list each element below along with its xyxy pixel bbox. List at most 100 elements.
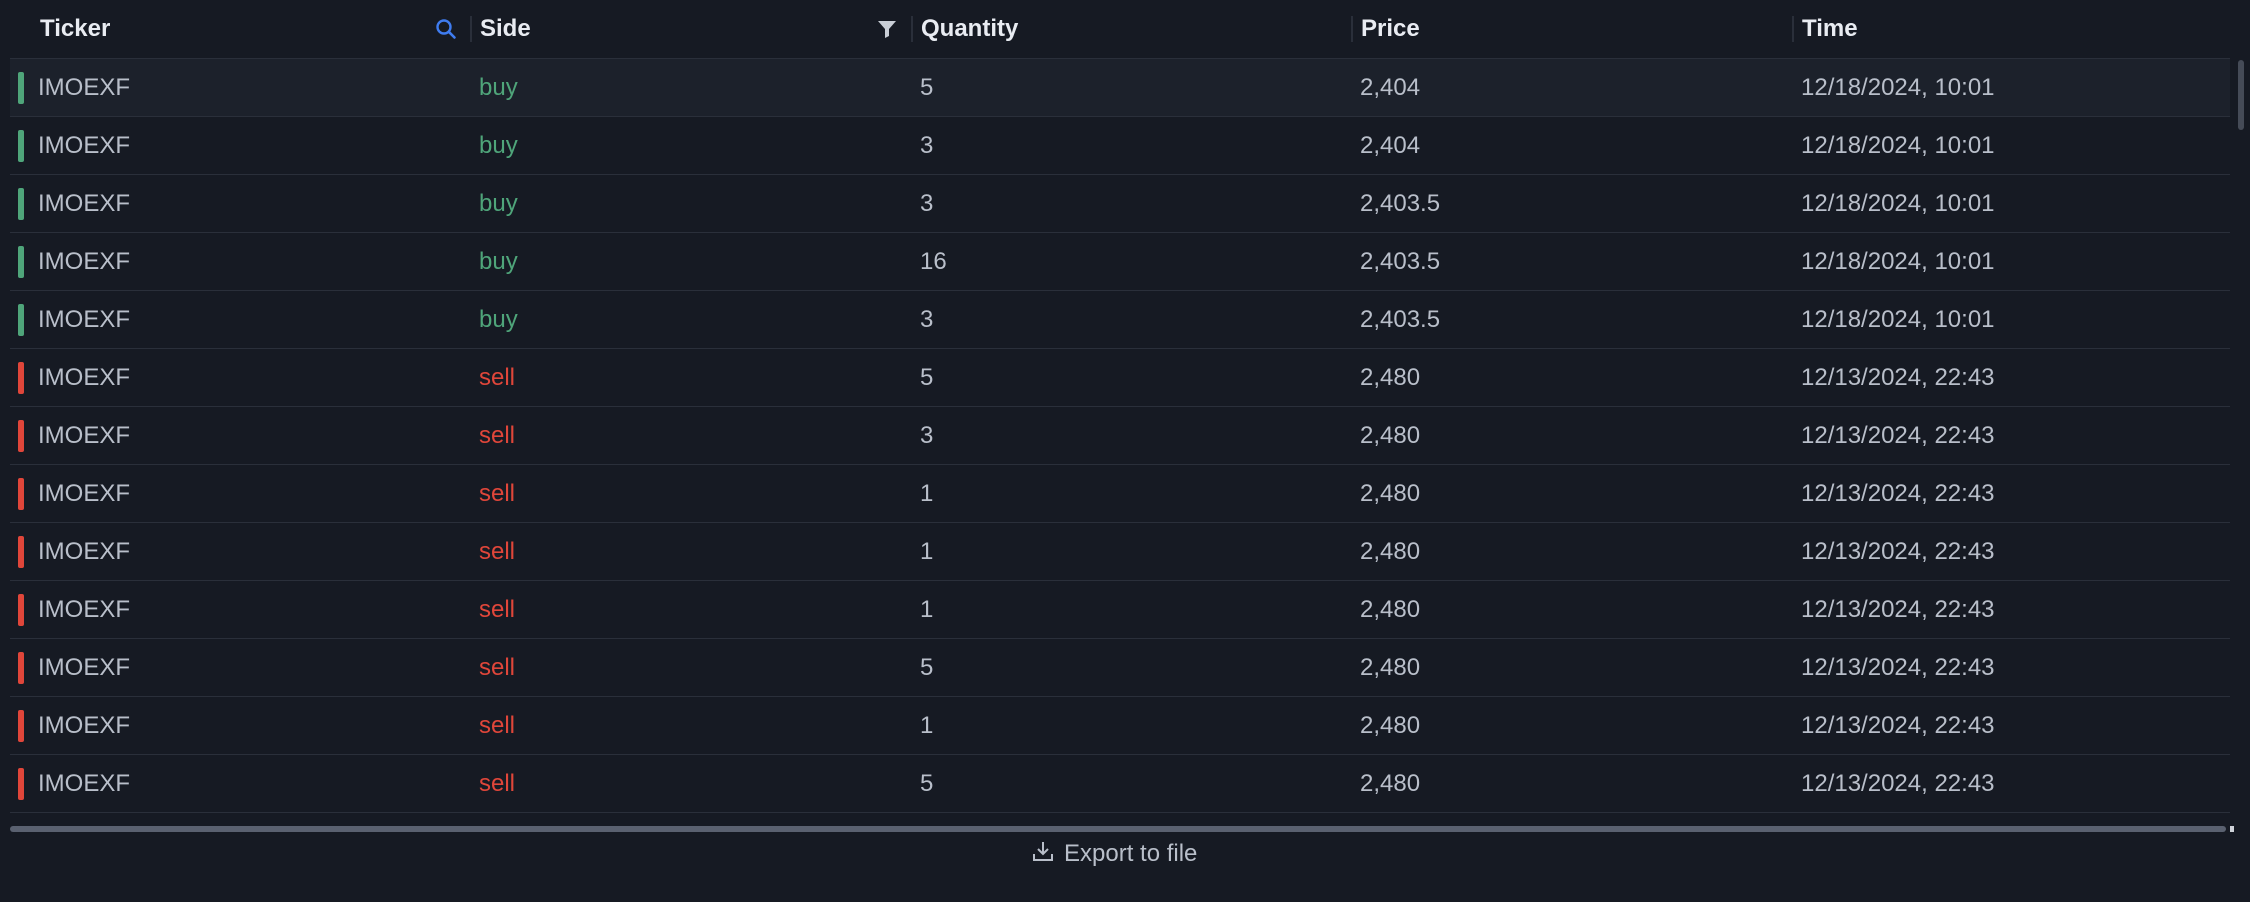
cell-side: buy <box>479 131 518 159</box>
cell-price: 2,403.5 <box>1360 247 1441 275</box>
side-indicator-bar <box>18 420 24 452</box>
cell-ticker: IMOEXF <box>38 711 131 739</box>
column-resize-handle[interactable] <box>470 16 472 42</box>
cell-price: 2,480 <box>1360 363 1421 391</box>
cell-price: 2,480 <box>1360 421 1421 449</box>
trades-table: Ticker Side Quantity <box>10 0 2230 820</box>
cell-side: sell <box>479 363 516 391</box>
table-row[interactable]: IMOEXF buy 5 2,404 12/18/2024, 10:01 <box>10 59 2230 117</box>
cell-quantity: 5 <box>920 363 934 391</box>
column-header-ticker-label: Ticker <box>40 15 111 42</box>
column-header-side-label: Side <box>480 15 531 42</box>
cell-quantity: 3 <box>920 421 934 449</box>
table-row[interactable]: IMOEXF buy 3 2,404 12/18/2024, 10:01 <box>10 117 2230 175</box>
cell-price: 2,403.5 <box>1360 305 1441 333</box>
table-row[interactable]: IMOEXF sell 1 2,480 12/13/2024, 22:43 <box>10 465 2230 523</box>
cell-time: 12/13/2024, 22:43 <box>1801 711 1995 739</box>
vertical-scrollbar[interactable] <box>2238 60 2244 130</box>
side-indicator-bar <box>18 768 24 800</box>
table-row[interactable]: IMOEXF sell 1 2,480 12/13/2024, 22:43 <box>10 581 2230 639</box>
cell-ticker: IMOEXF <box>38 131 131 159</box>
side-indicator-bar <box>18 536 24 568</box>
cell-quantity: 1 <box>920 595 934 623</box>
table-row[interactable]: IMOEXF sell 1 2,480 12/13/2024, 22:43 <box>10 697 2230 755</box>
cell-ticker: IMOEXF <box>38 537 131 565</box>
column-header-time-label: Time <box>1802 15 1858 42</box>
table-body: IMOEXF buy 5 2,404 12/18/2024, 10:01 IMOEXF bu… <box>10 59 2230 813</box>
side-indicator-bar <box>18 304 24 336</box>
cell-side: buy <box>479 247 518 275</box>
cell-quantity: 3 <box>920 305 934 333</box>
cell-price: 2,403.5 <box>1360 189 1441 217</box>
table-row[interactable]: IMOEXF sell 3 2,480 12/13/2024, 22:43 <box>10 407 2230 465</box>
cell-quantity: 5 <box>920 73 934 101</box>
cell-ticker: IMOEXF <box>38 73 131 101</box>
side-indicator-bar <box>18 478 24 510</box>
cell-ticker: IMOEXF <box>38 305 131 333</box>
column-resize-handle[interactable] <box>1351 16 1353 42</box>
side-indicator-bar <box>18 652 24 684</box>
column-header-quantity[interactable]: Quantity <box>891 0 1331 58</box>
cell-price: 2,480 <box>1360 769 1421 797</box>
cell-side: sell <box>479 653 516 681</box>
cell-price: 2,404 <box>1360 131 1421 159</box>
cell-price: 2,480 <box>1360 595 1421 623</box>
cell-time: 12/18/2024, 10:01 <box>1801 247 1995 275</box>
cell-ticker: IMOEXF <box>38 769 131 797</box>
table-row[interactable]: IMOEXF sell 1 2,480 12/13/2024, 22:43 <box>10 523 2230 581</box>
column-header-side[interactable]: Side <box>450 0 890 58</box>
cell-time: 12/13/2024, 22:43 <box>1801 421 1995 449</box>
table-row[interactable]: IMOEXF sell 5 2,480 12/13/2024, 22:43 <box>10 349 2230 407</box>
table-row[interactable]: IMOEXF sell 5 2,480 12/13/2024, 22:43 <box>10 639 2230 697</box>
table-row[interactable]: IMOEXF sell 5 2,480 12/13/2024, 22:43 <box>10 755 2230 813</box>
cell-side: buy <box>479 73 518 101</box>
cell-quantity: 1 <box>920 711 934 739</box>
cell-ticker: IMOEXF <box>38 595 131 623</box>
horizontal-scrollbar-end <box>2230 826 2234 832</box>
cell-price: 2,480 <box>1360 537 1421 565</box>
cell-time: 12/18/2024, 10:01 <box>1801 305 1995 333</box>
cell-quantity: 5 <box>920 769 934 797</box>
cell-time: 12/18/2024, 10:01 <box>1801 189 1995 217</box>
cell-side: buy <box>479 305 518 333</box>
column-header-price-label: Price <box>1361 15 1420 42</box>
table-row[interactable]: IMOEXF buy 3 2,403.5 12/18/2024, 10:01 <box>10 175 2230 233</box>
side-indicator-bar <box>18 710 24 742</box>
cell-time: 12/13/2024, 22:43 <box>1801 363 1995 391</box>
cell-side: buy <box>479 189 518 217</box>
cell-ticker: IMOEXF <box>38 247 131 275</box>
export-to-file-button[interactable]: Export to file <box>1032 836 1197 872</box>
side-indicator-bar <box>18 130 24 162</box>
table-row[interactable]: IMOEXF buy 3 2,403.5 12/18/2024, 10:01 <box>10 291 2230 349</box>
cell-time: 12/13/2024, 22:43 <box>1801 537 1995 565</box>
column-header-price[interactable]: Price <box>1331 0 1771 58</box>
table-row[interactable]: IMOEXF buy 16 2,403.5 12/18/2024, 10:01 <box>10 233 2230 291</box>
cell-side: sell <box>479 421 516 449</box>
cell-quantity: 3 <box>920 131 934 159</box>
column-header-ticker[interactable]: Ticker <box>10 0 450 58</box>
cell-side: sell <box>479 711 516 739</box>
cell-time: 12/13/2024, 22:43 <box>1801 595 1995 623</box>
cell-price: 2,480 <box>1360 653 1421 681</box>
cell-side: sell <box>479 769 516 797</box>
cell-price: 2,404 <box>1360 73 1421 101</box>
column-resize-handle[interactable] <box>911 16 913 42</box>
cell-side: sell <box>479 537 516 565</box>
filter-icon[interactable] <box>874 16 900 42</box>
cell-price: 2,480 <box>1360 711 1421 739</box>
column-header-time[interactable]: Time <box>1772 0 2212 58</box>
cell-quantity: 3 <box>920 189 934 217</box>
cell-side: sell <box>479 595 516 623</box>
cell-price: 2,480 <box>1360 479 1421 507</box>
cell-ticker: IMOEXF <box>38 421 131 449</box>
cell-quantity: 1 <box>920 537 934 565</box>
column-resize-handle[interactable] <box>1792 16 1794 42</box>
column-header-quantity-label: Quantity <box>921 15 1019 42</box>
horizontal-scrollbar[interactable] <box>10 826 2226 832</box>
cell-quantity: 5 <box>920 653 934 681</box>
side-indicator-bar <box>18 362 24 394</box>
cell-ticker: IMOEXF <box>38 653 131 681</box>
search-icon[interactable] <box>433 16 459 42</box>
side-indicator-bar <box>18 188 24 220</box>
